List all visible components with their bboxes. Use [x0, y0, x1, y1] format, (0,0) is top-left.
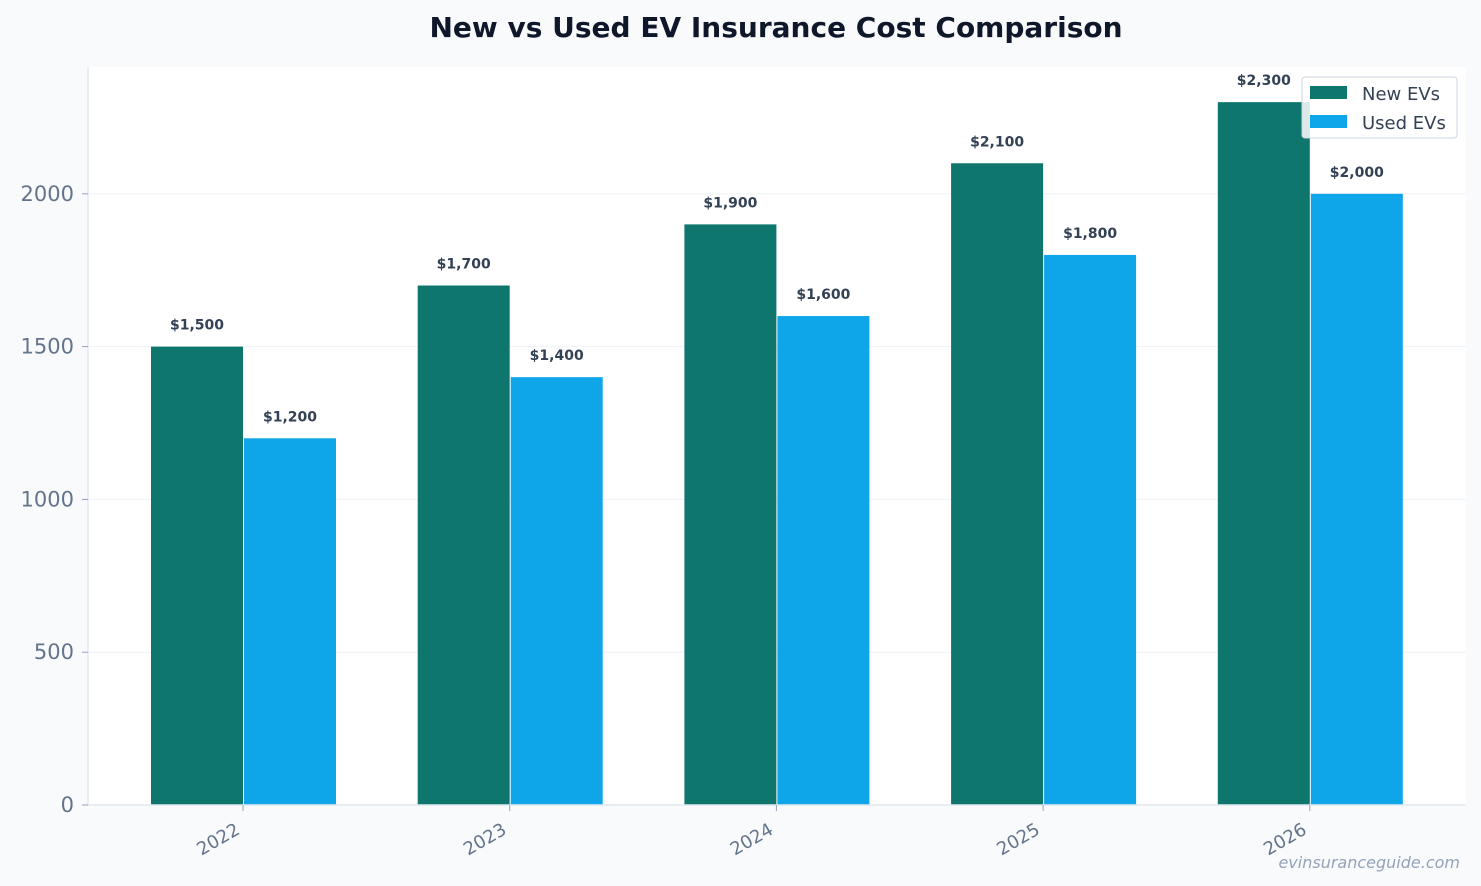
data-label: $2,000	[1330, 165, 1384, 181]
bar-new-evs-2026	[1217, 102, 1310, 805]
data-label: $1,900	[703, 195, 757, 211]
data-label: $2,100	[970, 134, 1024, 150]
x-tick-label: 2023	[460, 819, 510, 860]
data-label: $1,700	[437, 256, 491, 272]
y-tick-label: 500	[34, 640, 74, 664]
bars	[151, 102, 1403, 806]
data-label: $1,400	[530, 348, 584, 364]
data-labels: $1,500 $1,200 $1,700 $1,400 $1,900 $1,600 $2,1…	[170, 73, 1384, 425]
watermark: evinsuranceguide.com	[1278, 853, 1460, 872]
y-tick-labels: 0 500 1000 1500 2000	[21, 182, 88, 817]
bar-new-evs-2024	[684, 224, 777, 805]
data-label: $2,300	[1237, 73, 1291, 89]
legend-swatch-used-evs	[1310, 115, 1347, 128]
bar-used-evs-2025	[1044, 254, 1137, 806]
bar-new-evs-2023	[417, 285, 510, 805]
legend-label-new-evs: New EVs	[1362, 84, 1440, 105]
data-label: $1,200	[263, 409, 317, 425]
bar-used-evs-2023	[510, 377, 603, 805]
x-tick-labels: 2022 2023 2024 2025 2026	[193, 805, 1311, 860]
data-label: $1,500	[170, 318, 224, 334]
y-tick-label: 1000	[21, 487, 74, 511]
x-tick-label: 2025	[993, 819, 1043, 860]
bar-used-evs-2024	[777, 316, 870, 805]
data-label: $1,800	[1063, 226, 1117, 242]
axes	[87, 67, 1466, 806]
legend-label-used-evs: Used EVs	[1362, 113, 1446, 134]
y-tick-label: 0	[61, 793, 74, 817]
legend-swatch-new-evs	[1310, 86, 1347, 99]
y-tick-label: 1500	[21, 335, 74, 359]
x-tick-label: 2022	[193, 819, 243, 860]
y-tick-label: 2000	[21, 182, 74, 206]
bar-used-evs-2026	[1310, 193, 1403, 805]
bar-used-evs-2022	[244, 438, 336, 805]
bar-new-evs-2025	[951, 163, 1044, 805]
legend: New EVs Used EVs	[1301, 76, 1458, 139]
data-label: $1,600	[796, 287, 850, 303]
bar-new-evs-2022	[151, 346, 243, 805]
x-tick-label: 2024	[727, 819, 777, 860]
chart-title: New vs Used EV Insurance Cost Comparison	[429, 11, 1122, 44]
